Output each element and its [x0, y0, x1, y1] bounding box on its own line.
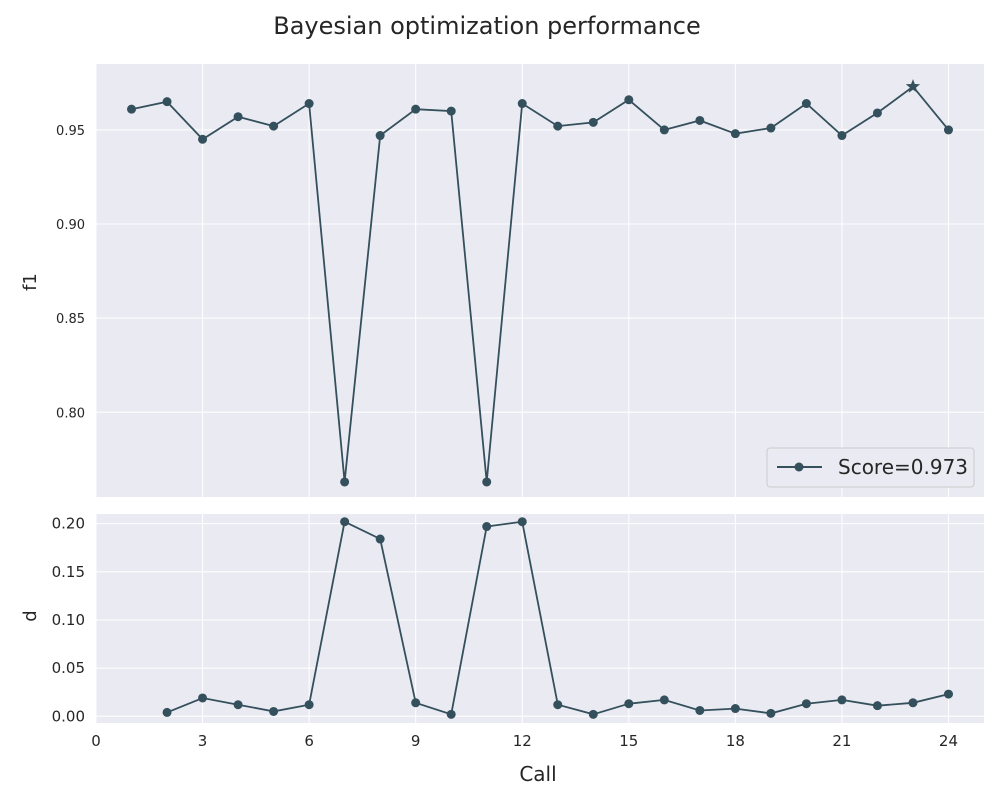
- d-y-tick-label: 0.15: [52, 563, 85, 581]
- d-data-point: [624, 699, 634, 709]
- d-data-point: [943, 689, 953, 699]
- f1-plot-background: [96, 64, 984, 497]
- d-data-point: [482, 522, 492, 532]
- f1-y-axis-label: f1: [20, 273, 41, 291]
- x-tick-label: 21: [832, 732, 851, 750]
- f1-y-tick-label: 0.95: [56, 124, 85, 139]
- f1-data-point: [375, 131, 385, 141]
- f1-series-line: [131, 85, 950, 482]
- x-tick-label: 15: [619, 732, 638, 750]
- d-data-point: [198, 693, 208, 703]
- f1-data-point: [837, 131, 847, 141]
- d-data-point: [766, 708, 776, 718]
- d-data-point: [908, 698, 918, 708]
- d-data-point: [304, 700, 314, 710]
- d-data-point: [837, 695, 847, 705]
- f1-y-tick-labels: 0.80 0.85 0.90 0.95: [56, 124, 85, 421]
- d-y-tick-label: 0.10: [52, 611, 85, 629]
- f1-series: [127, 79, 953, 487]
- d-data-point: [659, 695, 669, 705]
- x-tick-label: 9: [411, 732, 421, 750]
- chart-title: Bayesian optimization performance: [273, 12, 701, 40]
- f1-data-point: [695, 115, 705, 125]
- f1-data-point: [304, 99, 314, 109]
- d-data-point: [411, 698, 421, 708]
- d-data-point: [340, 517, 350, 527]
- f1-data-point: [801, 99, 811, 109]
- f1-best-point-star: [905, 79, 921, 93]
- f1-data-point: [482, 477, 492, 487]
- f1-data-point: [269, 121, 279, 131]
- d-y-tick-labels: 0.00 0.05 0.10 0.15 0.20: [52, 515, 85, 726]
- f1-data-point: [766, 123, 776, 133]
- d-panel: 0.00 0.05 0.10 0.15 0.20 0 3 6 9 12 15 18 21 24 d Ca…: [20, 514, 984, 786]
- f1-data-point: [624, 95, 634, 105]
- legend-box: [766, 447, 975, 488]
- d-data-point: [872, 701, 882, 711]
- x-tick-label: 24: [939, 732, 958, 750]
- f1-data-point: [943, 125, 953, 135]
- d-data-point: [233, 700, 243, 710]
- f1-data-point: [198, 134, 208, 144]
- d-gridlines: [95, 514, 984, 723]
- f1-data-point: [517, 99, 527, 109]
- f1-data-point: [340, 477, 350, 487]
- f1-y-tick-label: 0.80: [56, 406, 85, 421]
- d-data-point: [446, 709, 456, 719]
- d-data-point: [695, 705, 705, 715]
- f1-y-tick-label: 0.90: [56, 218, 85, 233]
- d-y-tick-label: 0.05: [52, 659, 85, 677]
- legend-entry-label: Score=0.973: [838, 455, 968, 479]
- f1-data-point: [588, 117, 598, 127]
- f1-data-point: [659, 125, 669, 135]
- f1-panel: 0.80 0.85 0.90 0.95 f1 Score=0.973: [20, 64, 984, 497]
- f1-data-point: [162, 97, 172, 107]
- legend: Score=0.973: [766, 447, 975, 488]
- d-y-tick-label: 0.00: [52, 707, 85, 725]
- x-tick-label: 6: [304, 732, 314, 750]
- d-data-point: [588, 709, 598, 719]
- x-tick-label: 0: [91, 732, 101, 750]
- d-data-point: [730, 704, 740, 714]
- f1-data-point: [730, 129, 740, 139]
- d-plot-background: [96, 514, 984, 723]
- f1-data-point: [872, 108, 882, 118]
- f1-y-tick-label: 0.85: [56, 312, 85, 327]
- x-axis-label: Call: [519, 762, 556, 786]
- d-data-point: [553, 700, 563, 710]
- d-y-axis-label: d: [20, 610, 41, 621]
- d-data-point: [801, 699, 811, 709]
- d-data-point: [162, 707, 172, 717]
- f1-data-point: [411, 104, 421, 114]
- d-y-tick-label: 0.20: [52, 515, 85, 533]
- d-data-point: [375, 534, 385, 544]
- legend-marker-swatch: [794, 462, 804, 472]
- x-tick-label: 18: [726, 732, 745, 750]
- x-tick-labels: 0 3 6 9 12 15 18 21 24: [91, 732, 958, 750]
- d-data-point: [269, 706, 279, 716]
- f1-data-point: [446, 106, 456, 116]
- x-tick-label: 12: [513, 732, 532, 750]
- f1-data-point: [127, 104, 137, 114]
- f1-data-point: [233, 112, 243, 122]
- x-tick-label: 3: [198, 732, 208, 750]
- f1-data-point: [553, 121, 563, 131]
- d-data-point: [517, 517, 527, 527]
- d-series: [162, 517, 953, 719]
